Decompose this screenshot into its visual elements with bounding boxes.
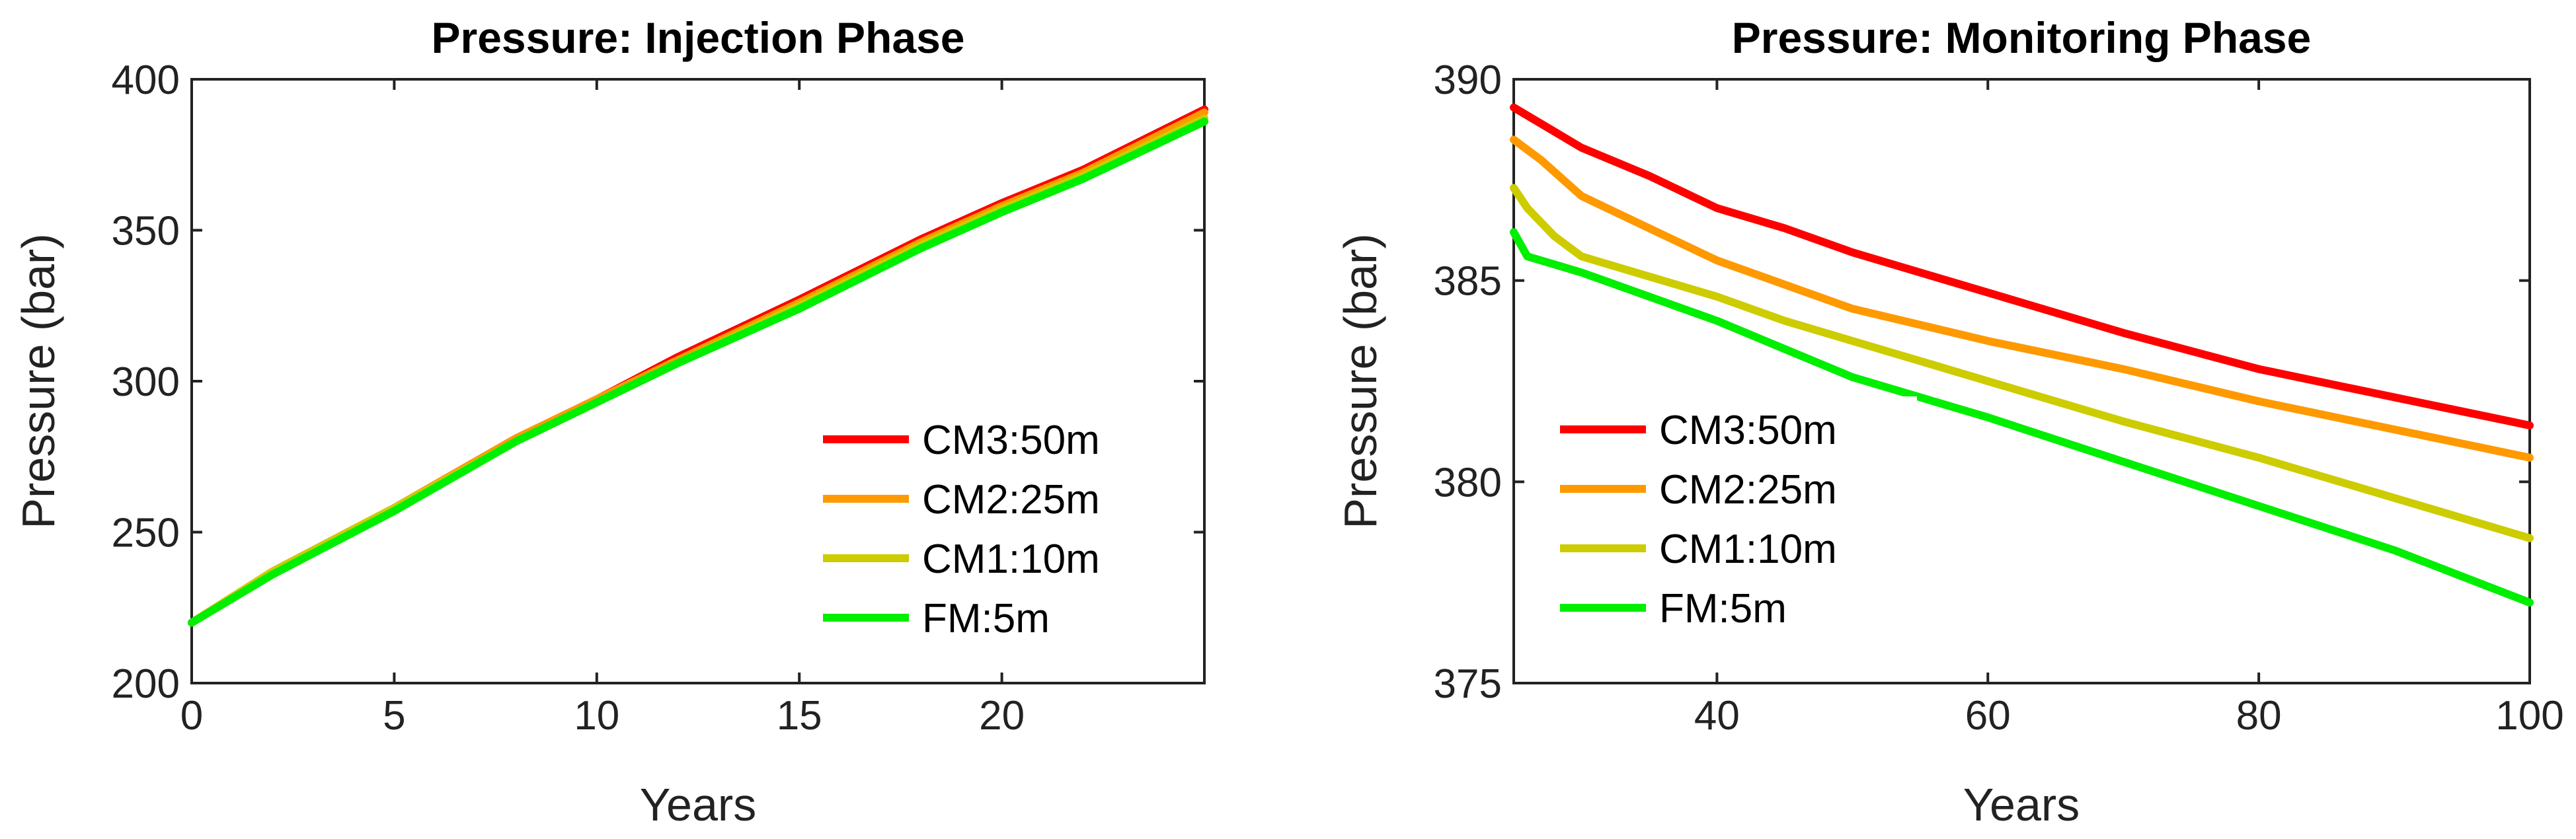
y-tick-label: 390 [1434, 57, 1502, 103]
y-tick-label: 350 [112, 209, 180, 254]
y-tick-label: 250 [112, 511, 180, 556]
x-tick-label: 5 [383, 693, 405, 739]
y-tick-label: 380 [1434, 460, 1502, 505]
y-tick-label: 385 [1434, 259, 1502, 305]
x-tick-label: 40 [1694, 693, 1740, 739]
y-axis-label: Pressure (bar) [13, 233, 64, 529]
y-tick-label: 200 [112, 661, 180, 707]
x-tick-label: 80 [2236, 693, 2282, 739]
series-line-2 [1510, 184, 2534, 542]
legend-label: CM1:10m [1659, 527, 1837, 572]
legend-label: CM1:10m [922, 536, 1100, 582]
monitoring-phase-chart: Pressure: Monitoring Phase Years Pressur… [1335, 13, 2564, 830]
series-line-3 [188, 118, 1208, 627]
legend-label: CM3:50m [1659, 408, 1837, 453]
legend-box [1547, 396, 1917, 642]
legend-label: CM2:25m [1659, 467, 1837, 513]
axis-ticks: 40 60 80 100 375 380 385 390 [1434, 57, 2564, 739]
legend: CM3:50m CM2:25m CM1:10m FM:5m [1547, 396, 1917, 642]
series-lines [1510, 103, 2534, 607]
series-lines [188, 105, 1208, 627]
axis-ticks: 0 5 10 15 20 200 250 300 350 400 [112, 57, 1204, 739]
legend: CM3:50m CM2:25m CM1:10m FM:5m [810, 406, 1180, 652]
legend-box [810, 406, 1180, 652]
x-tick-label: 100 [2495, 693, 2563, 739]
chart-title: Pressure: Monitoring Phase [1732, 13, 2312, 62]
series-line-3 [1510, 228, 2534, 607]
series-line-0 [1510, 103, 2534, 429]
series-line-1 [1510, 135, 2534, 462]
chart-title: Pressure: Injection Phase [432, 13, 965, 62]
x-tick-label: 10 [574, 693, 619, 739]
x-axis-label: Years [640, 779, 756, 830]
y-axis-label: Pressure (bar) [1335, 233, 1386, 529]
y-tick-label: 375 [1434, 661, 1502, 707]
injection-phase-chart: Pressure: Injection Phase Years Pressure… [13, 13, 1208, 830]
x-tick-label: 60 [1965, 693, 2011, 739]
y-tick-label: 300 [112, 359, 180, 405]
legend-label: CM2:25m [922, 477, 1100, 523]
x-axis-label: Years [1963, 779, 2080, 830]
legend-label: FM:5m [922, 596, 1050, 641]
x-tick-label: 20 [979, 693, 1025, 739]
y-tick-label: 400 [112, 57, 180, 103]
legend-label: FM:5m [1659, 586, 1787, 632]
x-tick-label: 15 [777, 693, 822, 739]
x-tick-label: 0 [180, 693, 203, 739]
legend-label: CM3:50m [922, 418, 1100, 463]
